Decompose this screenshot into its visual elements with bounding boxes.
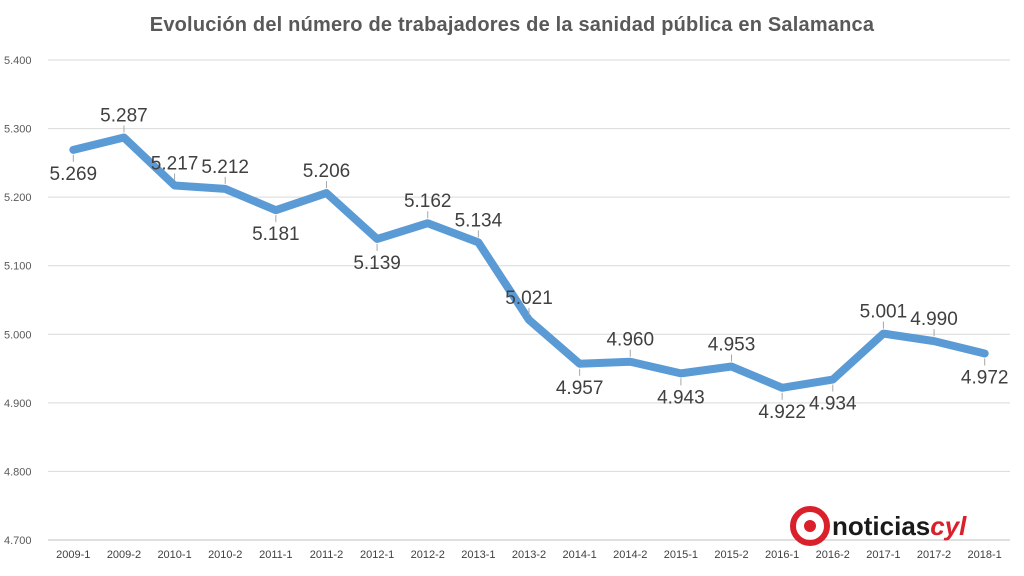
data-point [72,148,75,151]
data-point [122,136,125,139]
gridlines [48,59,1010,541]
data-label: 4.922 [758,402,806,423]
data-point [578,362,581,365]
data-point [173,184,176,187]
x-tick-label: 2018-1 [968,549,1002,561]
y-tick-label: 5.300 [4,124,32,136]
x-tick-label: 2009-2 [107,549,141,561]
data-point [477,241,480,244]
data-label: 4.953 [708,335,756,356]
y-tick-label: 5.100 [4,261,32,273]
data-label: 5.269 [50,164,98,185]
data-point [679,372,682,375]
x-tick-label: 2014-2 [613,549,647,561]
brand-logo: noticias cyl [790,504,966,548]
x-axis-ticks: 2009-1 2009-2 2010-1 2010-2 2011-1 2011-2 2012… [56,549,1002,561]
x-tick-label: 2012-1 [360,549,394,561]
y-tick-label: 5.200 [4,192,32,204]
chart-title: Evolución del número de trabajadores de … [149,14,875,36]
data-label: 5.134 [455,210,503,231]
data-label: 5.212 [201,157,249,178]
data-point [933,340,936,343]
x-tick-label: 2016-1 [765,549,799,561]
data-point [325,192,328,195]
data-point [224,187,227,190]
data-label: 4.943 [657,387,705,408]
data-label: 5.181 [252,224,300,245]
data-point [831,378,834,381]
data-label: 5.217 [151,153,199,174]
x-tick-label: 2013-1 [461,549,495,561]
data-point [882,332,885,335]
data-point [528,318,530,321]
x-tick-label: 2015-1 [664,549,698,561]
data-point [983,352,986,355]
data-point [426,222,429,225]
data-point [376,237,379,240]
data-label: 4.990 [910,309,958,330]
data-label: 4.934 [809,394,857,415]
x-tick-label: 2015-2 [714,549,748,561]
data-label: 5.021 [505,288,553,309]
data-point [274,209,277,212]
y-axis-ticks: 4.700 4.800 4.900 5.000 5.100 5.200 5.300 5.400 [4,55,32,547]
data-label: 5.001 [860,302,908,323]
data-label: 5.287 [100,105,148,126]
data-label: 5.206 [303,161,351,182]
series-group [69,133,989,392]
data-point [781,386,784,389]
y-tick-label: 4.900 [4,398,32,410]
x-tick-label: 2017-1 [866,549,900,561]
x-tick-label: 2011-1 [259,549,292,561]
y-tick-label: 5.000 [4,329,32,341]
x-tick-label: 2011-2 [310,549,343,561]
data-point [629,360,632,363]
logo-ring-icon [790,506,830,546]
x-tick-label: 2012-2 [411,549,445,561]
x-tick-label: 2016-2 [816,549,850,561]
x-tick-label: 2010-2 [208,549,242,561]
data-label: 5.139 [353,253,401,274]
y-tick-label: 5.400 [4,55,32,67]
y-tick-label: 4.800 [4,466,32,478]
logo-text-noticias: noticias [832,510,931,541]
x-tick-label: 2017-2 [917,549,951,561]
x-tick-label: 2013-2 [512,549,546,561]
logo-text-cyl: cyl [930,510,967,541]
data-point [730,365,733,368]
data-label: 4.957 [556,378,604,399]
data-labels: 5.269 5.287 5.217 5.212 5.181 5.206 5.139 5.162… [50,105,1009,422]
data-label: 4.972 [961,367,1009,388]
data-label: 4.960 [606,330,654,351]
data-label: 5.162 [404,191,452,212]
x-tick-label: 2010-1 [157,549,191,561]
y-tick-label: 4.700 [4,535,32,547]
x-tick-label: 2009-1 [56,549,90,561]
x-tick-label: 2014-1 [562,549,596,561]
